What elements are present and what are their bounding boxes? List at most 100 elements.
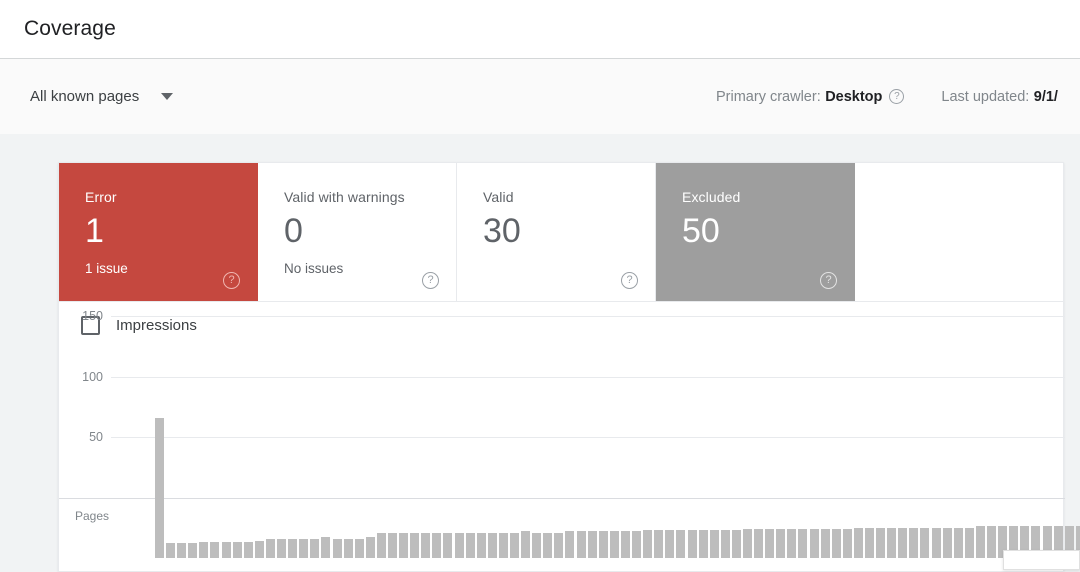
chart-bar[interactable] (498, 532, 508, 558)
chart-bar[interactable] (365, 537, 375, 558)
chart-bar[interactable] (798, 528, 808, 558)
chart-bar[interactable] (155, 418, 164, 558)
chart-bar[interactable] (232, 542, 242, 558)
chart-bar[interactable] (731, 530, 741, 558)
chart-bar[interactable] (887, 527, 897, 558)
chart-bar[interactable] (776, 528, 786, 558)
chart-bar[interactable] (565, 531, 575, 558)
status-tile-value: 50 (682, 212, 720, 250)
chart-bar[interactable] (720, 530, 730, 558)
chart-bar[interactable] (687, 530, 697, 558)
chart-bar[interactable] (510, 532, 519, 558)
chart-bar[interactable] (421, 532, 431, 558)
chart-bar[interactable] (654, 530, 664, 558)
chart-bar[interactable] (931, 527, 941, 558)
chart-bar[interactable] (698, 530, 708, 558)
y-axis-tick-label: 100 (82, 369, 103, 384)
coverage-chart: Impressions Pages 150 100 50 (59, 302, 1080, 572)
chart-bar[interactable] (964, 527, 974, 558)
chart-bar[interactable] (765, 528, 775, 558)
chart-bar[interactable] (709, 530, 719, 558)
y-axis-title: Pages (75, 509, 110, 523)
help-circle-icon[interactable]: ? (621, 272, 638, 289)
chart-bar[interactable] (188, 543, 198, 558)
impressions-label: Impressions (116, 317, 197, 334)
help-circle-icon[interactable]: ? (422, 272, 439, 289)
chart-bar[interactable] (321, 537, 331, 558)
chart-bar[interactable] (554, 532, 564, 558)
chart-bar[interactable] (332, 538, 342, 558)
help-circle-icon[interactable]: ? (223, 272, 240, 289)
chart-bar[interactable] (265, 538, 275, 558)
chart-bar[interactable] (221, 542, 231, 558)
chart-bar[interactable] (643, 530, 653, 558)
chart-bar[interactable] (476, 532, 486, 558)
chart-bar[interactable] (665, 530, 675, 558)
chart-bar[interactable] (620, 531, 630, 558)
status-tile-excluded[interactable]: Excluded 50 ? (656, 163, 855, 301)
chart-bar[interactable] (454, 532, 464, 558)
chart-bar[interactable] (632, 531, 642, 558)
status-tile-label: Valid with warnings (284, 189, 405, 205)
chart-bar[interactable] (576, 531, 586, 558)
chart-bar[interactable] (876, 527, 886, 558)
help-circle-icon[interactable]: ? (820, 272, 837, 289)
status-tile-sub: 1 issue (85, 261, 128, 276)
chart-bar[interactable] (532, 532, 542, 558)
chart-bar[interactable] (432, 532, 442, 558)
chart-bar[interactable] (376, 532, 386, 558)
chart-bar[interactable] (598, 531, 608, 558)
chart-bar[interactable] (809, 528, 819, 558)
chart-bar[interactable] (410, 532, 420, 558)
chart-bar[interactable] (354, 538, 364, 558)
chart-bar[interactable] (920, 527, 930, 558)
page-filter-dropdown[interactable]: All known pages (30, 88, 174, 105)
chart-bar[interactable] (243, 542, 253, 558)
chart-bar[interactable] (842, 528, 852, 558)
chart-bar[interactable] (754, 528, 764, 558)
chart-bar[interactable] (254, 541, 264, 558)
chart-bar[interactable] (465, 532, 475, 558)
chart-bar[interactable] (742, 528, 752, 558)
chart-bar[interactable] (543, 532, 553, 558)
chart-bar[interactable] (177, 543, 187, 558)
chart-bar[interactable] (587, 531, 597, 558)
chart-bar[interactable] (343, 538, 353, 558)
chart-bar[interactable] (310, 538, 320, 558)
chart-bar[interactable] (487, 532, 497, 558)
chart-bar[interactable] (199, 542, 209, 558)
chart-bar[interactable] (443, 532, 453, 558)
help-circle-icon[interactable]: ? (889, 89, 905, 104)
primary-crawler-value: Desktop (825, 88, 883, 105)
chart-bar[interactable] (909, 527, 919, 558)
chevron-down-icon[interactable] (161, 93, 174, 100)
chart-bar[interactable] (299, 538, 309, 558)
chart-bar[interactable] (277, 538, 287, 558)
chart-bar[interactable] (210, 542, 220, 558)
chart-bar[interactable] (898, 527, 908, 558)
chart-bar[interactable] (853, 527, 863, 558)
chart-bar[interactable] (521, 531, 531, 558)
chart-bar[interactable] (865, 527, 874, 558)
chart-bar[interactable] (820, 528, 830, 558)
chart-bar[interactable] (787, 528, 797, 558)
last-updated-value: 9/1/ (1033, 88, 1058, 105)
impressions-checkbox[interactable] (81, 316, 100, 335)
chart-bar[interactable] (975, 526, 985, 558)
chart-bar[interactable] (288, 538, 298, 558)
status-tile-error[interactable]: Error 1 1 issue ? (59, 163, 258, 301)
chart-bar[interactable] (676, 530, 686, 558)
chart-bar[interactable] (399, 532, 409, 558)
page-title: Coverage (24, 17, 116, 40)
chart-bar[interactable] (166, 543, 176, 558)
chart-bar[interactable] (942, 527, 952, 558)
chart-bars (155, 376, 1080, 558)
chart-bar[interactable] (953, 527, 963, 558)
status-tile-valid-with-warnings[interactable]: Valid with warnings 0 No issues ? (258, 163, 457, 301)
chart-bar[interactable] (387, 532, 397, 558)
status-tile-valid[interactable]: Valid 30 ? (457, 163, 656, 301)
coverage-card: Error 1 1 issue ? Valid with warnings 0 … (58, 162, 1080, 572)
chart-bar[interactable] (987, 526, 997, 558)
chart-bar[interactable] (609, 531, 619, 558)
chart-bar[interactable] (831, 528, 841, 558)
